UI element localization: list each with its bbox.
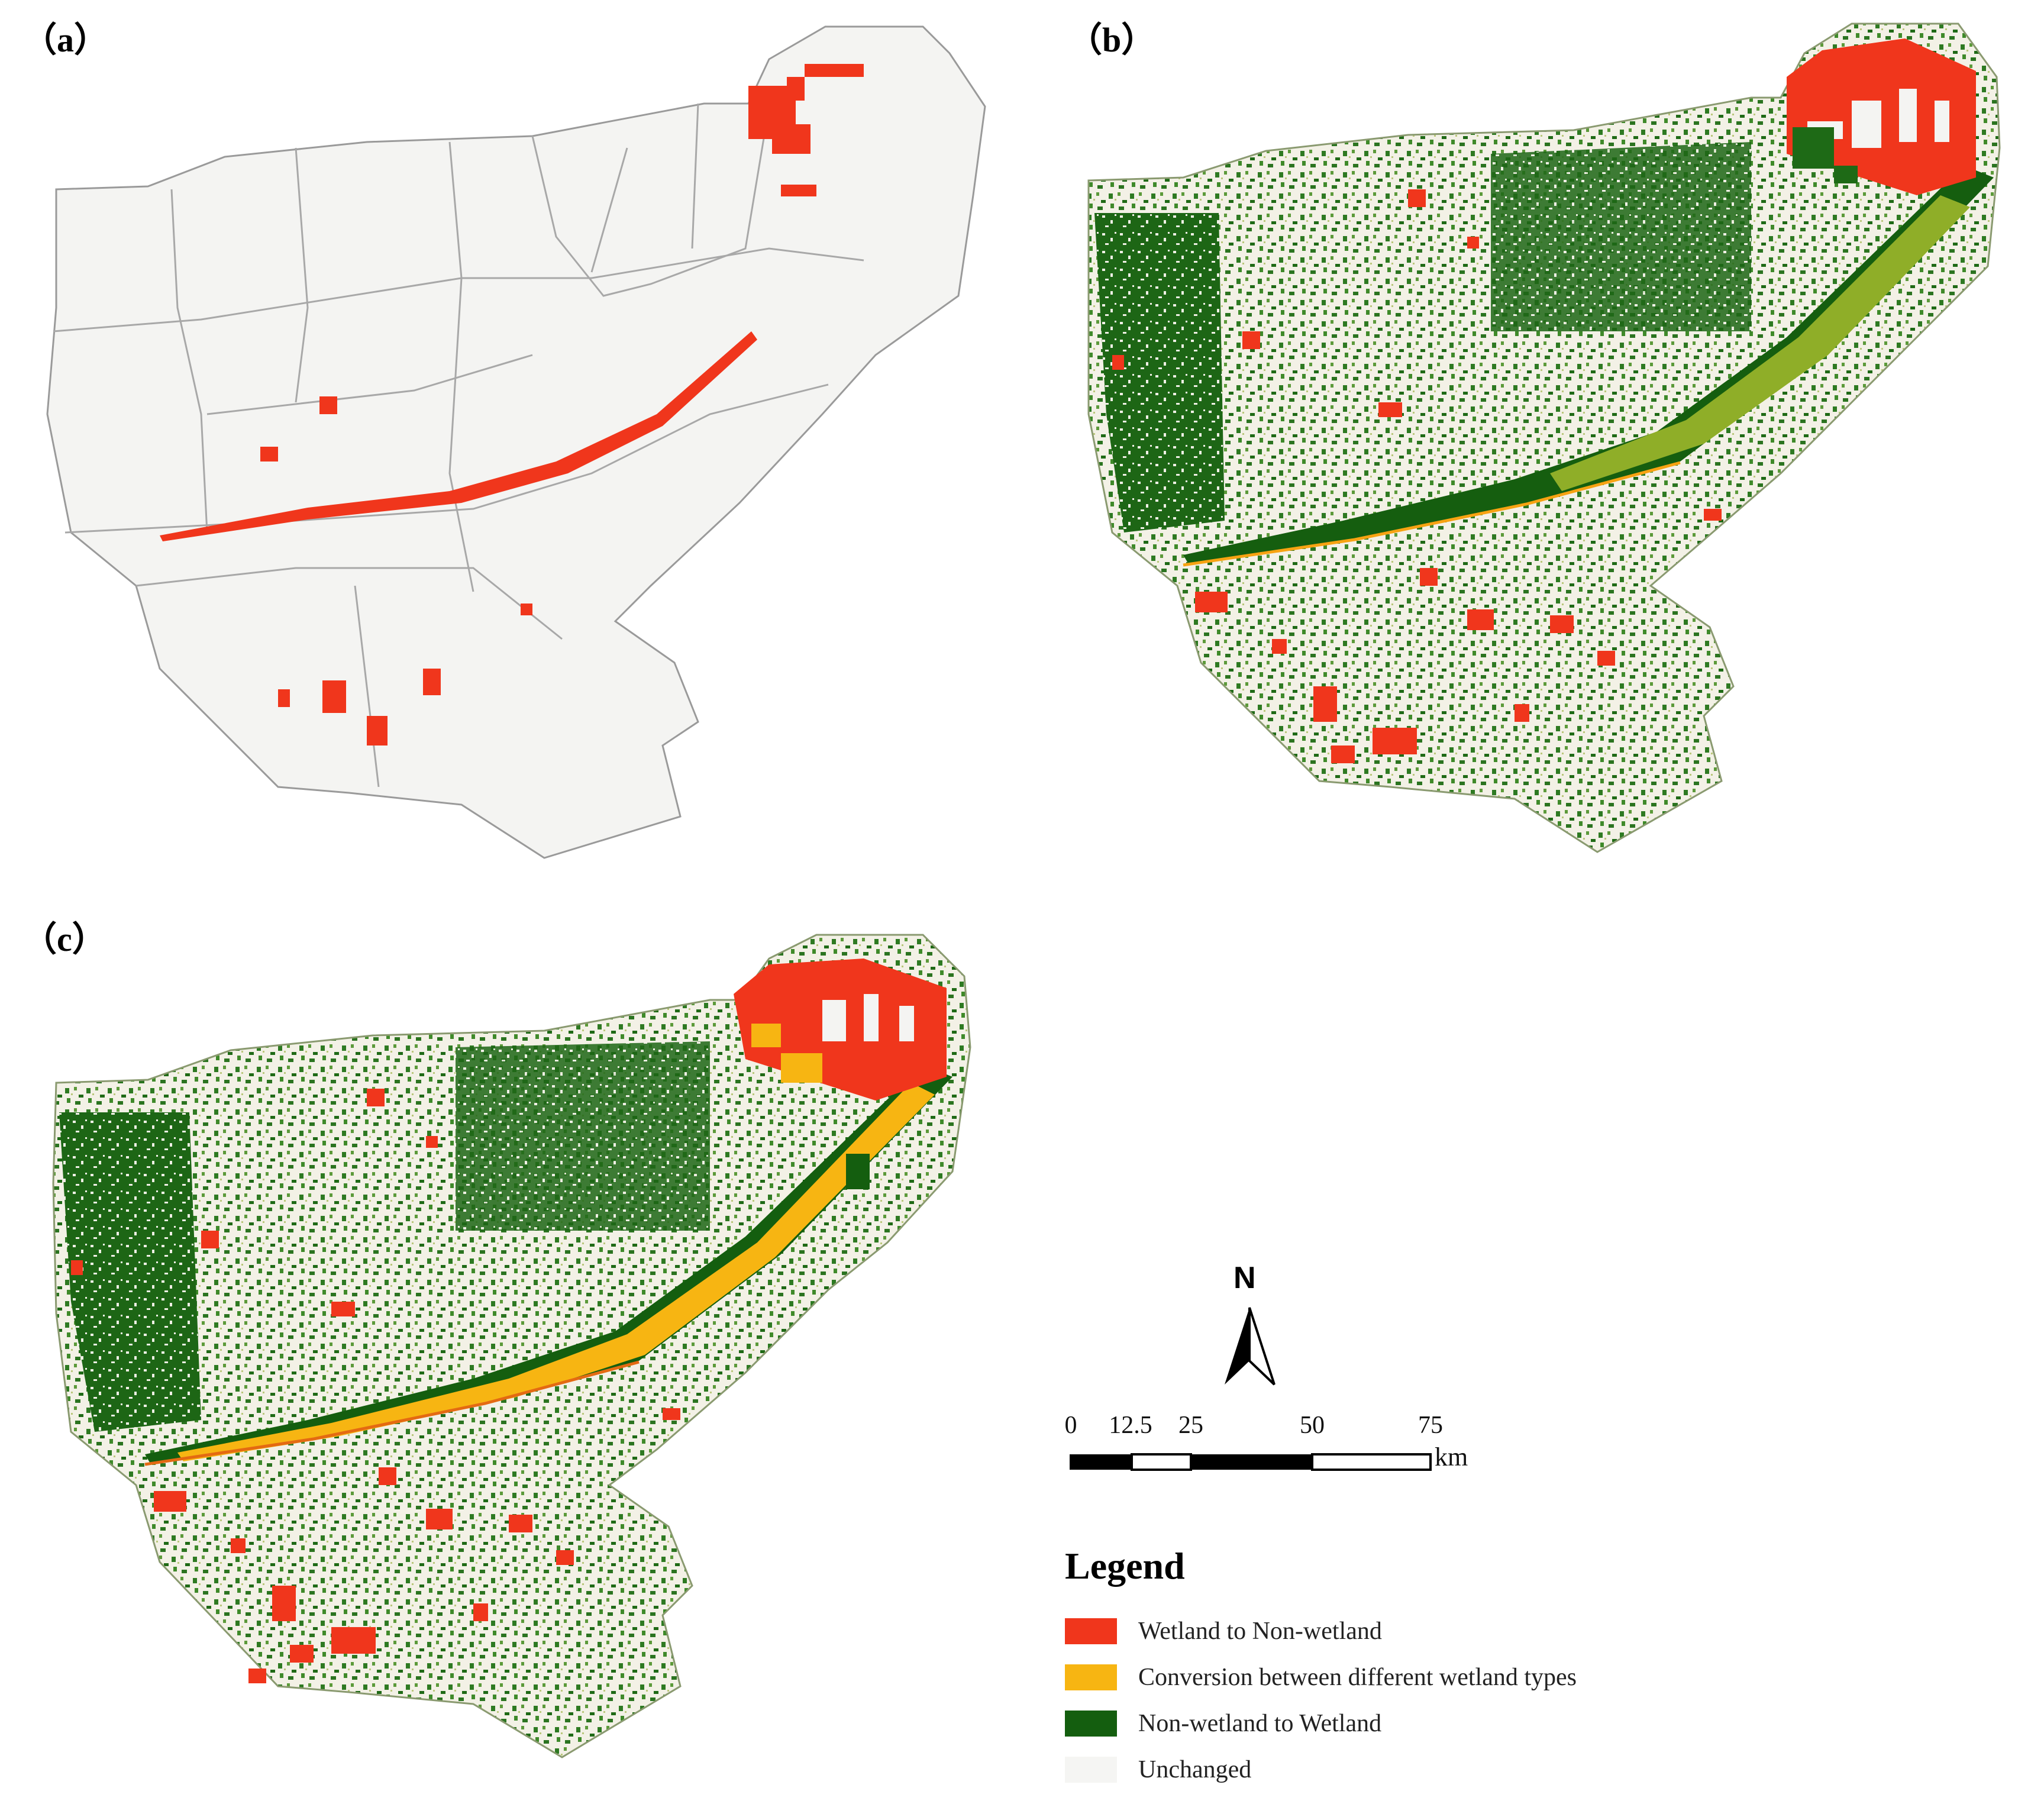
legend-swatch [1065, 1757, 1117, 1783]
study-area-outline-b [1087, 22, 2001, 853]
dense-wetland-gain-north-c [456, 1041, 710, 1231]
north-arrow-label: N [1233, 1261, 1256, 1295]
map-panel-a [46, 25, 986, 859]
panel-label-b: （b） [1068, 21, 1156, 59]
legend-swatch [1065, 1711, 1117, 1737]
legend-item: Unchanged [1065, 1747, 1577, 1793]
scale-unit: km [1435, 1442, 1468, 1471]
legend-item: Non-wetland to Wetland [1065, 1700, 1577, 1747]
legend-swatch [1065, 1618, 1117, 1644]
scattered-wetland-loss-b [1112, 189, 1722, 763]
dense-wetland-gain-west-b [1094, 213, 1225, 533]
scale-tick: 12.5 [1109, 1412, 1152, 1439]
river-wetland-conversion-b [1550, 195, 1970, 491]
map-panel-c [52, 934, 971, 1758]
scale-bar-graphic [1070, 1453, 1432, 1471]
legend-label: Conversion between different wetland typ… [1138, 1664, 1577, 1691]
legend-label: Unchanged [1138, 1756, 1252, 1783]
scale-tick: 50 [1300, 1412, 1325, 1439]
legend-title: Legend [1065, 1545, 1185, 1587]
legend-label: Wetland to Non-wetland [1138, 1618, 1382, 1645]
northeast-unchanged-plots-c [822, 994, 914, 1041]
study-area-outline-c [52, 934, 971, 1758]
north-arrow-icon [1225, 1307, 1276, 1386]
river-wetland-gain-b [1183, 166, 1994, 565]
map-panel-b [1087, 22, 2001, 853]
panel-label-a: （a） [22, 21, 109, 59]
dense-wetland-gain-west-c [59, 1112, 201, 1432]
legend: Legend Wetland to Non-wetland Conversion… [1065, 1544, 1577, 1793]
study-area-outline-a [46, 25, 986, 859]
legend-item: Conversion between different wetland typ… [1065, 1654, 1577, 1700]
legend-item: Wetland to Non-wetland [1065, 1608, 1577, 1654]
scale-tick: 75 [1418, 1412, 1443, 1439]
northeast-unchanged-plots-b [1807, 89, 1949, 148]
scattered-wetland-loss-c [71, 1089, 680, 1683]
scale-tick: 0 [1064, 1412, 1077, 1439]
legend-label: Non-wetland to Wetland [1138, 1710, 1382, 1737]
scale-tick: 25 [1178, 1412, 1203, 1439]
dense-wetland-gain-north-b [1491, 142, 1751, 331]
change-patches-a [160, 64, 864, 746]
panel-label-c: （c） [22, 920, 106, 959]
district-boundaries-a [53, 103, 864, 788]
legend-swatch [1065, 1664, 1117, 1690]
